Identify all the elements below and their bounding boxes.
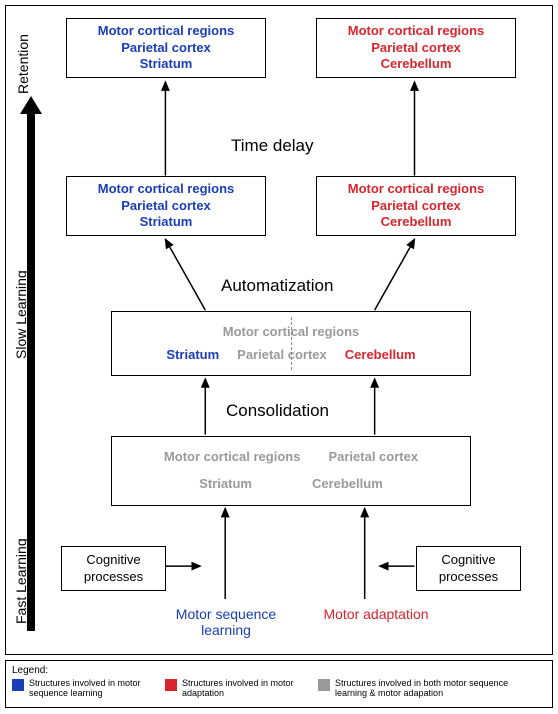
slow-right-box: Motor cortical regions Parietal cortex C…	[316, 176, 516, 236]
legend-title: Legend:	[12, 665, 546, 676]
input-right-label: Motor adaptation	[316, 606, 436, 622]
text: Striatum	[199, 476, 252, 493]
retention-right-box: Motor cortical regions Parietal cortex C…	[316, 18, 516, 78]
input-left-label: Motor sequence learning	[166, 606, 286, 638]
swatch-icon	[165, 679, 177, 691]
text: Motor cortical regions	[164, 449, 301, 466]
text: Cerebellum	[312, 476, 383, 493]
text: Parietal cortex	[328, 449, 418, 466]
divider	[291, 317, 292, 370]
diagram-frame: Retention Slow Learning Fast Learning Mo…	[5, 5, 553, 655]
text: Parietal cortex	[371, 198, 461, 215]
automatization-label: Automatization	[221, 276, 333, 296]
legend-item-red: Structures involved in motor adaptation	[165, 678, 302, 698]
legend: Legend: Structures involved in motor seq…	[5, 660, 553, 708]
consolidation-label: Consolidation	[226, 401, 329, 421]
text: Cerebellum	[381, 56, 452, 73]
swatch-icon	[318, 679, 330, 691]
slow-left-box: Motor cortical regions Parietal cortex S…	[66, 176, 266, 236]
text: Cerebellum	[381, 214, 452, 231]
swatch-icon	[12, 679, 24, 691]
ylabel-fast: Fast Learning	[13, 514, 29, 624]
cognitive-left-box: Cognitive processes	[61, 546, 166, 591]
time-delay-label: Time delay	[231, 136, 314, 156]
consolidation-box: Motor cortical regions Parietal cortex S…	[111, 436, 471, 506]
text: Motor cortical regions	[98, 23, 235, 40]
text: Motor cortical regions	[98, 181, 235, 198]
legend-item-blue: Structures involved in motor sequence le…	[12, 678, 149, 698]
ylabel-slow: Slow Learning	[13, 249, 29, 359]
retention-left-box: Motor cortical regions Parietal cortex S…	[66, 18, 266, 78]
legend-item-gray: Structures involved in both motor sequen…	[318, 678, 525, 698]
legend-text: Structures involved in both motor sequen…	[335, 678, 525, 698]
cognitive-right-box: Cognitive processes	[416, 546, 521, 591]
automatization-box: Motor cortical regions Striatum Parietal…	[111, 311, 471, 376]
text: Striatum	[140, 56, 193, 73]
legend-text: Structures involved in motor adaptation	[182, 678, 302, 698]
ylabel-retention: Retention	[15, 14, 31, 94]
text: Parietal cortex	[237, 347, 327, 364]
text: Motor cortical regions	[348, 23, 485, 40]
text: Striatum	[140, 214, 193, 231]
text: Parietal cortex	[371, 40, 461, 57]
text: Motor cortical regions	[348, 181, 485, 198]
legend-text: Structures involved in motor sequence le…	[29, 678, 149, 698]
text: Striatum	[166, 347, 219, 364]
text: Cerebellum	[345, 347, 416, 364]
text: Parietal cortex	[121, 40, 211, 57]
text: Parietal cortex	[121, 198, 211, 215]
